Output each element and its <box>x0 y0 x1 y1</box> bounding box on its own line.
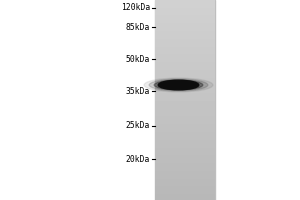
Text: 35kDa: 35kDa <box>126 87 150 96</box>
Bar <box>154 0 214 200</box>
Text: 85kDa: 85kDa <box>126 22 150 31</box>
Text: 50kDa: 50kDa <box>126 54 150 64</box>
Text: 25kDa: 25kDa <box>126 121 150 130</box>
Text: 20kDa: 20kDa <box>126 154 150 164</box>
Text: 120kDa: 120kDa <box>121 3 150 12</box>
Ellipse shape <box>154 80 203 90</box>
Ellipse shape <box>158 80 199 90</box>
Ellipse shape <box>144 78 213 92</box>
Ellipse shape <box>149 79 208 91</box>
